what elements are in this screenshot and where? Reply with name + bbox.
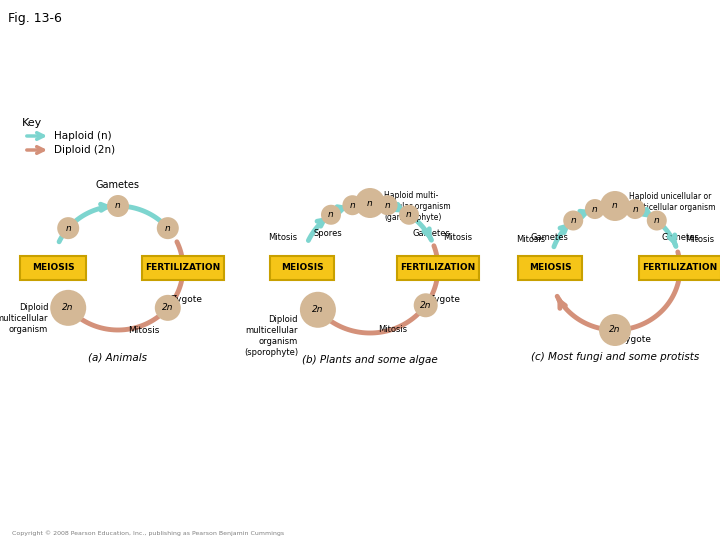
- Text: Haploid (n): Haploid (n): [54, 131, 112, 141]
- Text: n: n: [654, 216, 660, 225]
- Text: n: n: [384, 201, 390, 210]
- Circle shape: [57, 217, 79, 239]
- Text: n: n: [406, 210, 412, 219]
- FancyBboxPatch shape: [639, 256, 720, 280]
- Circle shape: [599, 314, 631, 346]
- Text: (a) Animals: (a) Animals: [89, 352, 148, 362]
- Text: n: n: [349, 201, 355, 210]
- FancyBboxPatch shape: [270, 256, 334, 280]
- Circle shape: [377, 195, 397, 215]
- Text: Key: Key: [22, 118, 42, 128]
- Text: Gametes: Gametes: [96, 180, 140, 190]
- Text: (b) Plants and some algae: (b) Plants and some algae: [302, 355, 438, 365]
- Text: Mitosis: Mitosis: [516, 235, 545, 245]
- Text: n: n: [66, 224, 71, 233]
- Text: n: n: [367, 199, 373, 207]
- FancyBboxPatch shape: [518, 256, 582, 280]
- Circle shape: [625, 199, 645, 219]
- Text: FERTILIZATION: FERTILIZATION: [145, 264, 220, 273]
- Text: MEIOSIS: MEIOSIS: [32, 264, 74, 273]
- Text: Fig. 13-6: Fig. 13-6: [8, 12, 62, 25]
- Text: MEIOSIS: MEIOSIS: [281, 264, 323, 273]
- Text: Copyright © 2008 Pearson Education, Inc., publishing as Pearson Benjamin Cumming: Copyright © 2008 Pearson Education, Inc.…: [12, 530, 284, 536]
- Text: 2n: 2n: [609, 326, 621, 334]
- Text: Mitosis: Mitosis: [378, 325, 407, 334]
- Text: Diploid
multicellular
organism
(sporophyte): Diploid multicellular organism (sporophy…: [244, 315, 298, 357]
- Text: Gametes: Gametes: [662, 233, 700, 241]
- Text: Zygote: Zygote: [171, 295, 203, 304]
- Circle shape: [107, 195, 129, 217]
- Text: FERTILIZATION: FERTILIZATION: [642, 264, 718, 273]
- Text: Haploid multi-
cellular organism
(gametophyte): Haploid multi- cellular organism (gameto…: [384, 191, 451, 222]
- Text: n: n: [165, 224, 171, 233]
- Circle shape: [563, 211, 583, 231]
- Text: n: n: [632, 205, 638, 213]
- Text: Mitosis: Mitosis: [268, 233, 297, 242]
- Circle shape: [647, 211, 667, 231]
- FancyBboxPatch shape: [397, 256, 479, 280]
- Circle shape: [321, 205, 341, 225]
- FancyBboxPatch shape: [20, 256, 86, 280]
- Text: Haploid unicellular or
multicellular organism: Haploid unicellular or multicellular org…: [629, 192, 716, 212]
- Text: Mitosis: Mitosis: [128, 326, 159, 335]
- Text: Gametes: Gametes: [531, 233, 568, 241]
- FancyBboxPatch shape: [142, 256, 224, 280]
- Circle shape: [343, 195, 362, 215]
- Circle shape: [355, 188, 385, 218]
- Text: Mitosis: Mitosis: [443, 233, 472, 242]
- Circle shape: [300, 292, 336, 328]
- Text: Mitosis: Mitosis: [685, 235, 714, 245]
- Text: n: n: [115, 201, 121, 211]
- Text: Diploid (2n): Diploid (2n): [54, 145, 115, 155]
- Circle shape: [399, 205, 419, 225]
- Circle shape: [414, 293, 438, 318]
- Text: MEIOSIS: MEIOSIS: [528, 264, 571, 273]
- Text: 2n: 2n: [63, 303, 74, 312]
- Text: FERTILIZATION: FERTILIZATION: [400, 264, 476, 273]
- Circle shape: [585, 199, 605, 219]
- Text: 2n: 2n: [420, 301, 431, 310]
- Text: (c) Most fungi and some protists: (c) Most fungi and some protists: [531, 352, 699, 362]
- Text: 2n: 2n: [162, 303, 174, 312]
- Circle shape: [50, 290, 86, 326]
- Text: n: n: [570, 216, 576, 225]
- Text: Diploid
multicellular
organism: Diploid multicellular organism: [0, 303, 48, 334]
- Text: Gametes: Gametes: [412, 229, 450, 238]
- Circle shape: [155, 295, 181, 321]
- Text: Spores: Spores: [314, 229, 343, 238]
- Text: n: n: [612, 201, 618, 211]
- Circle shape: [157, 217, 179, 239]
- Circle shape: [600, 191, 630, 221]
- Text: n: n: [328, 210, 334, 219]
- Text: n: n: [592, 205, 598, 213]
- Text: Zygote: Zygote: [620, 335, 652, 344]
- Text: Zygote: Zygote: [428, 295, 461, 304]
- Text: 2n: 2n: [312, 305, 324, 314]
